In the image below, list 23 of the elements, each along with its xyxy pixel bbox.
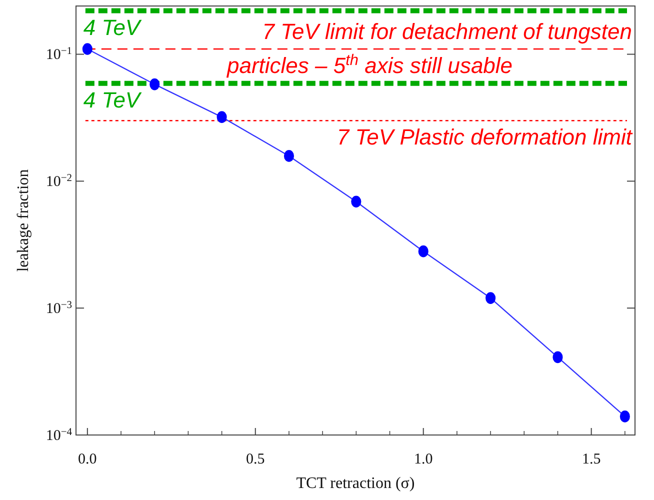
point — [82, 43, 92, 55]
y-tick-label: 10$^{−2}$ — [46, 172, 72, 190]
x-tick-label: 1.5 — [582, 452, 601, 468]
point — [351, 196, 362, 208]
x-tick-label: 0.0 — [78, 452, 97, 468]
ref-line-label: 7 TeV Plastic deformation limit — [336, 124, 633, 150]
point — [150, 78, 160, 90]
point — [216, 111, 227, 123]
point — [486, 292, 496, 304]
y-tick-label: 10$^{−4}$ — [46, 426, 73, 444]
ref-line-label: 4 TeV — [83, 87, 142, 112]
y-tick-label: 10$^{−3}$ — [46, 299, 72, 317]
y-tick-label: 10$^{−1}$ — [46, 46, 72, 64]
x-tick-label: 0.5 — [246, 452, 265, 468]
point — [418, 245, 428, 258]
point — [284, 150, 294, 162]
y-axis-title: leakage fraction — [15, 169, 32, 272]
x-axis-title: TCT retraction (σ) — [296, 475, 415, 492]
ref-line-label: 7 TeV limit for detachment of tungsten particles – 5$^{th}$ axis still usable — [226, 19, 632, 78]
x-tick-label: 1.0 — [414, 452, 433, 468]
point — [552, 351, 563, 364]
point — [620, 410, 630, 422]
ref-line-label: 4 TeV — [83, 14, 142, 40]
